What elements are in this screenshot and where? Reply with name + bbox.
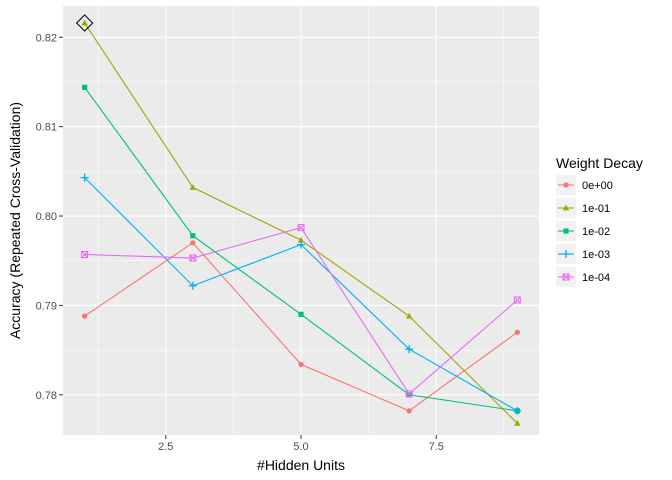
data-point xyxy=(405,312,413,319)
x-tick-label: 2.5 xyxy=(158,441,173,453)
y-tick-label: 0.78 xyxy=(36,390,57,402)
series-layer xyxy=(80,19,522,426)
legend-item: 0e+00 xyxy=(556,175,613,195)
best-point-highlight xyxy=(75,14,94,32)
data-point xyxy=(81,19,88,26)
series-1e-03 xyxy=(80,173,522,415)
data-point xyxy=(405,390,413,398)
legend-item: 1e-03 xyxy=(556,244,610,264)
series-0e-00 xyxy=(82,240,520,414)
data-point xyxy=(406,408,412,414)
data-point xyxy=(82,84,88,90)
data-point xyxy=(190,240,196,246)
legend-key-marker xyxy=(563,228,569,234)
data-point xyxy=(190,233,196,239)
data-point xyxy=(81,250,89,258)
legend-item: 1e-04 xyxy=(556,267,610,287)
legend-key-marker xyxy=(562,273,570,281)
legend-key-marker xyxy=(563,182,569,188)
data-point xyxy=(189,184,197,190)
series-1e-04 xyxy=(81,224,521,398)
legend-key-marker xyxy=(562,204,570,211)
data-point xyxy=(189,254,197,262)
legend-key-marker xyxy=(562,250,570,258)
data-point xyxy=(298,311,304,317)
data-point xyxy=(80,173,89,182)
y-tick-label: 0.80 xyxy=(36,211,57,223)
y-axis-title: Accuracy (Repeated Cross-Validation) xyxy=(7,102,23,339)
data-point xyxy=(298,361,304,367)
legend-label: 1e-01 xyxy=(582,203,610,215)
legend-label: 1e-03 xyxy=(582,249,610,261)
data-point xyxy=(297,224,305,232)
legend-item: 1e-01 xyxy=(556,198,610,218)
data-point xyxy=(514,419,521,426)
data-point xyxy=(297,240,305,249)
legend-item: 1e-02 xyxy=(556,221,610,241)
data-point xyxy=(513,296,521,304)
x-tick-label: 7.5 xyxy=(429,441,444,453)
y-tick-label: 0.79 xyxy=(36,300,57,312)
legend-label: 1e-04 xyxy=(582,272,610,284)
series-1e-01 xyxy=(81,19,521,426)
x-tick-label: 5.0 xyxy=(293,441,308,453)
data-point xyxy=(513,406,522,415)
legend-title: Weight Decay xyxy=(556,155,643,171)
data-point xyxy=(188,281,197,290)
annotation-layer xyxy=(75,14,94,32)
data-point xyxy=(82,313,88,319)
data-point xyxy=(297,236,305,243)
legend-label: 1e-02 xyxy=(582,226,610,238)
y-tick-label: 0.82 xyxy=(36,32,57,44)
axis-ticks: 2.5 5.0 7.5 0.78 0.79 0.80 0.81 0.82 xyxy=(36,32,444,453)
legend: Weight Decay 0e+00 1e-01 1e-02 1e-03 1e-04 xyxy=(556,155,643,287)
data-point xyxy=(514,329,520,335)
data-point xyxy=(406,392,412,398)
legend-label: 0e+00 xyxy=(582,180,613,192)
x-axis-title: #Hidden Units xyxy=(257,457,345,473)
legend-items: 0e+00 1e-01 1e-02 1e-03 1e-04 xyxy=(556,175,613,287)
data-point xyxy=(405,345,414,354)
y-tick-label: 0.81 xyxy=(36,122,57,134)
